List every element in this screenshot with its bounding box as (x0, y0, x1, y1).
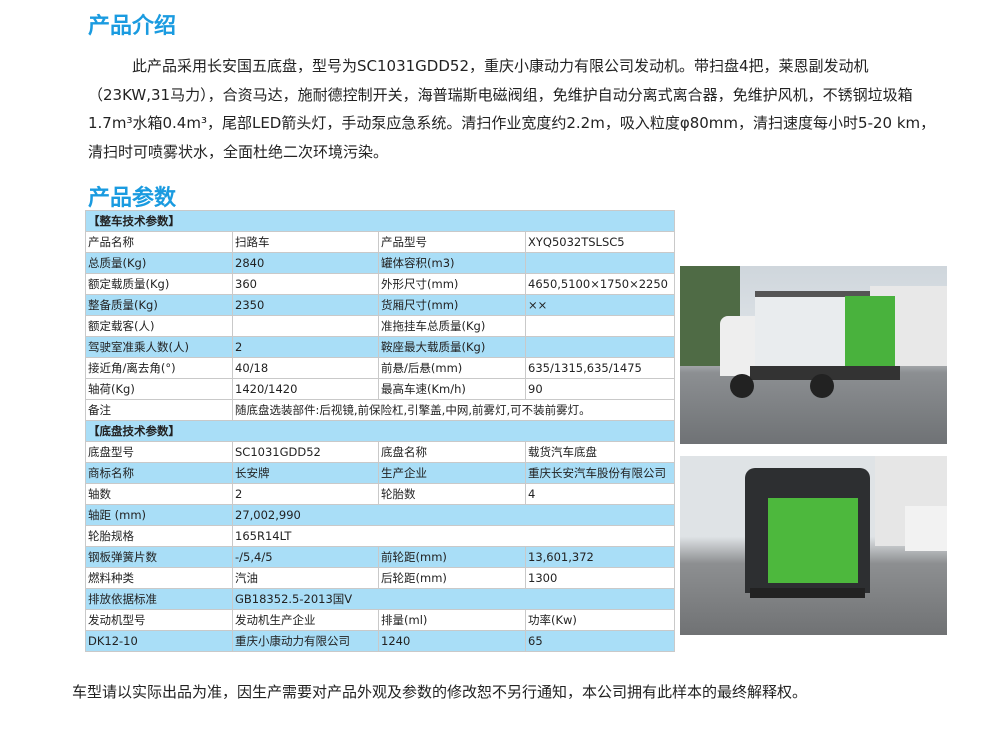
table-row: 产品名称 扫路车 产品型号 XYQ5032TSLSC5 (85, 231, 675, 253)
table-cell: 轮胎数 (378, 483, 526, 505)
table-row: 接近角/离去角(°) 40/18 前悬/后悬(mm) 635/1315,635/147… (85, 357, 675, 379)
table-cell: 外形尺寸(mm) (378, 273, 526, 295)
table-cell: 635/1315,635/1475 (525, 357, 675, 379)
table-cell (232, 315, 379, 337)
table-cell: 驾驶室准乘人数(人) (85, 336, 233, 358)
table-row: 额定载质量(Kg) 360 外形尺寸(mm) 4650,5100×1750×2250 (85, 273, 675, 295)
table-cell: XYQ5032TSLSC5 (525, 231, 675, 253)
table-cell: 轮胎规格 (85, 525, 233, 547)
table-cell: 总质量(Kg) (85, 252, 233, 274)
truck-photo-front (680, 266, 947, 444)
table-cell: 准拖挂车总质量(Kg) (378, 315, 526, 337)
table-cell: 发动机生产企业 (232, 609, 379, 631)
table-cell: 360 (232, 273, 379, 295)
table-cell: 27,002,990 (232, 504, 675, 526)
table-cell: DK12-10 (85, 630, 233, 652)
table-cell: GB18352.5-2013国Ⅴ (232, 588, 675, 610)
table-row: 底盘型号 SC1031GDD52 底盘名称 载货汽车底盘 (85, 441, 675, 463)
table-cell (525, 315, 675, 337)
footer-disclaimer: 车型请以实际出品为准，因生产需要对产品外观及参数的修改恕不另行通知，本公司拥有此… (72, 683, 808, 701)
table-cell: 底盘型号 (85, 441, 233, 463)
table-cell: 载货汽车底盘 (525, 441, 675, 463)
table-cell (525, 252, 675, 274)
table-row: 驾驶室准乘人数(人) 2 鞍座最大载质量(Kg) (85, 336, 675, 358)
table-cell: 排量(ml) (378, 609, 526, 631)
params-table: 【整车技术参数】 产品名称 扫路车 产品型号 XYQ5032TSLSC5 总质量(Kg) 2… (85, 210, 675, 652)
table-cell: 排放依据标准 (85, 588, 233, 610)
table-cell: SC1031GDD52 (232, 441, 379, 463)
table-cell: 底盘名称 (378, 441, 526, 463)
table-cell: 鞍座最大载质量(Kg) (378, 336, 526, 358)
table-row: 钢板弹簧片数 -/5,4/5 前轮距(mm) 13,601,372 (85, 546, 675, 568)
table-cell: 货厢尺寸(mm) (378, 294, 526, 316)
table-cell: 额定载客(人) (85, 315, 233, 337)
table-cell: 1420/1420 (232, 378, 379, 400)
table-cell: 4650,5100×1750×2250 (525, 273, 675, 295)
table-row: 轴距 (mm) 27,002,990 (85, 504, 675, 526)
table-cell: 2 (232, 483, 379, 505)
table-cell: 2840 (232, 252, 379, 274)
table-cell: 轴荷(Kg) (85, 378, 233, 400)
table-cell: 40/18 (232, 357, 379, 379)
table-row: 轮胎规格 165R14LT (85, 525, 675, 547)
table-cell: 燃料种类 (85, 567, 233, 589)
table-cell: 产品名称 (85, 231, 233, 253)
table-cell: 轴数 (85, 483, 233, 505)
table-cell: 整备质量(Kg) (85, 294, 233, 316)
table-cell: 功率(Kw) (525, 609, 675, 631)
table-cell: 最高车速(Km/h) (378, 378, 526, 400)
section-header-row: 【底盘技术参数】 (85, 420, 675, 442)
table-cell: 2350 (232, 294, 379, 316)
table-cell: ×× (525, 294, 675, 316)
table-cell: 165R14LT (232, 525, 675, 547)
table-row: 总质量(Kg) 2840 罐体容积(m3) (85, 252, 675, 274)
table-cell: 90 (525, 378, 675, 400)
table-row: 备注 随底盘选装部件:后视镜,前保险杠,引擎盖,中网,前雾灯,可不装前雾灯。 (85, 399, 675, 421)
table-cell (525, 336, 675, 358)
table-cell: 产品型号 (378, 231, 526, 253)
table-row: 商标名称 长安牌 生产企业 重庆长安汽车股份有限公司 (85, 462, 675, 484)
table-cell: 2 (232, 336, 379, 358)
table-row: 排放依据标准 GB18352.5-2013国Ⅴ (85, 588, 675, 610)
table-cell: 前悬/后悬(mm) (378, 357, 526, 379)
table-row: DK12-10 重庆小康动力有限公司 1240 65 (85, 630, 675, 652)
table-cell: 1300 (525, 567, 675, 589)
table-cell: 生产企业 (378, 462, 526, 484)
table-cell: 汽油 (232, 567, 379, 589)
table-row: 燃料种类 汽油 后轮距(mm) 1300 (85, 567, 675, 589)
table-cell: 备注 (85, 399, 233, 421)
table-cell: 扫路车 (232, 231, 379, 253)
section-header-row: 【整车技术参数】 (85, 210, 675, 232)
table-cell: 发动机型号 (85, 609, 233, 631)
table-cell: 重庆小康动力有限公司 (232, 630, 379, 652)
table-row: 发动机型号 发动机生产企业 排量(ml) 功率(Kw) (85, 609, 675, 631)
truck-photo-rear (680, 456, 947, 635)
table-row: 额定载客(人) 准拖挂车总质量(Kg) (85, 315, 675, 337)
table-row: 整备质量(Kg) 2350 货厢尺寸(mm) ×× (85, 294, 675, 316)
table-cell: -/5,4/5 (232, 546, 379, 568)
table-cell: 重庆长安汽车股份有限公司 (525, 462, 675, 484)
intro-title: 产品介绍 (88, 14, 177, 39)
table-cell: 13,601,372 (525, 546, 675, 568)
table-cell: 前轮距(mm) (378, 546, 526, 568)
table-row: 轴数 2 轮胎数 4 (85, 483, 675, 505)
intro-text: 此产品采用长安国五底盘，型号为SC1031GDD52，重庆小康动力有限公司发动机… (88, 57, 936, 161)
table-cell: 钢板弹簧片数 (85, 546, 233, 568)
table-cell: 商标名称 (85, 462, 233, 484)
table-cell: 长安牌 (232, 462, 379, 484)
table-cell: 4 (525, 483, 675, 505)
table-cell: 接近角/离去角(°) (85, 357, 233, 379)
params-title: 产品参数 (88, 186, 177, 211)
table-cell: 【整车技术参数】 (85, 210, 675, 232)
table-row: 轴荷(Kg) 1420/1420 最高车速(Km/h) 90 (85, 378, 675, 400)
table-cell: 随底盘选装部件:后视镜,前保险杠,引擎盖,中网,前雾灯,可不装前雾灯。 (232, 399, 675, 421)
table-cell: 轴距 (mm) (85, 504, 233, 526)
table-cell: 后轮距(mm) (378, 567, 526, 589)
table-cell: 1240 (378, 630, 526, 652)
table-cell: 65 (525, 630, 675, 652)
table-cell: 罐体容积(m3) (378, 252, 526, 274)
table-cell: 额定载质量(Kg) (85, 273, 233, 295)
table-cell: 【底盘技术参数】 (85, 420, 675, 442)
